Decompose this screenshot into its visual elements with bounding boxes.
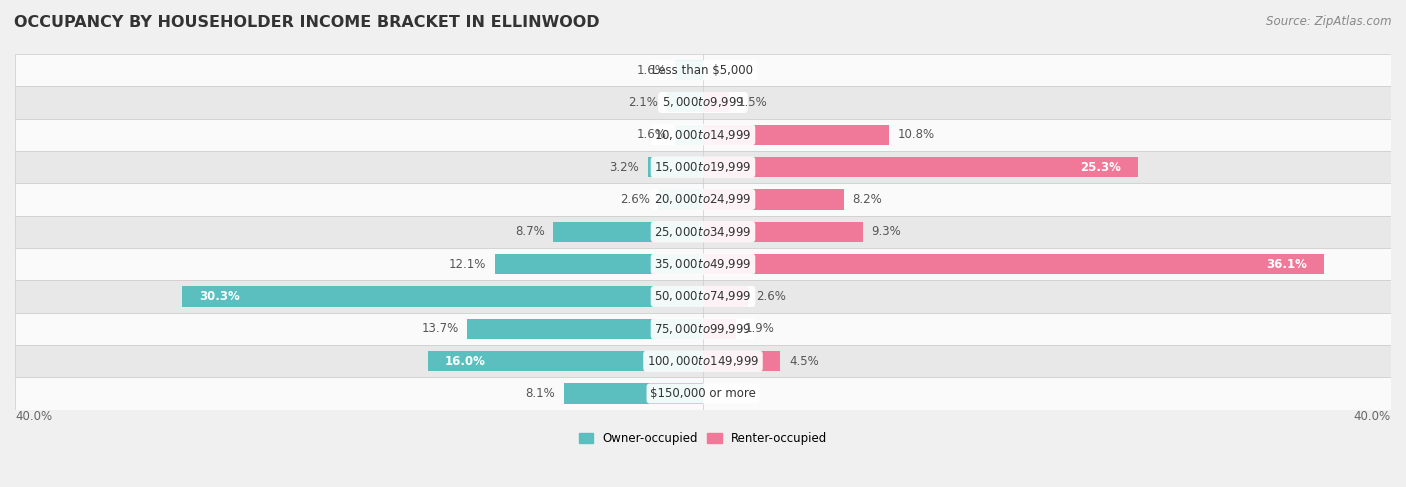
Text: Source: ZipAtlas.com: Source: ZipAtlas.com <box>1267 15 1392 28</box>
Bar <box>675 125 703 145</box>
Bar <box>703 222 863 242</box>
Text: 16.0%: 16.0% <box>446 355 486 368</box>
Text: 25.3%: 25.3% <box>1080 161 1121 174</box>
Text: $150,000 or more: $150,000 or more <box>650 387 756 400</box>
Bar <box>564 383 703 404</box>
Text: $10,000 to $14,999: $10,000 to $14,999 <box>654 128 752 142</box>
Bar <box>703 254 1324 274</box>
Bar <box>15 281 1391 313</box>
Bar <box>658 189 703 209</box>
Text: 13.7%: 13.7% <box>422 322 458 336</box>
Bar <box>15 183 1391 216</box>
Text: $5,000 to $9,999: $5,000 to $9,999 <box>662 95 744 110</box>
Text: 30.3%: 30.3% <box>200 290 240 303</box>
Bar <box>15 313 1391 345</box>
Text: 2.6%: 2.6% <box>620 193 650 206</box>
Text: 3.2%: 3.2% <box>610 161 640 174</box>
Text: $50,000 to $74,999: $50,000 to $74,999 <box>654 289 752 303</box>
Text: 40.0%: 40.0% <box>1354 410 1391 423</box>
Text: $25,000 to $34,999: $25,000 to $34,999 <box>654 225 752 239</box>
Bar <box>703 157 1139 177</box>
Text: 1.6%: 1.6% <box>637 128 666 141</box>
Text: 9.3%: 9.3% <box>872 225 901 238</box>
Text: Less than $5,000: Less than $5,000 <box>652 64 754 76</box>
Bar <box>15 377 1391 410</box>
Bar <box>15 86 1391 119</box>
Bar <box>15 345 1391 377</box>
Text: 36.1%: 36.1% <box>1265 258 1306 271</box>
Text: 8.2%: 8.2% <box>852 193 883 206</box>
Legend: Owner-occupied, Renter-occupied: Owner-occupied, Renter-occupied <box>574 428 832 450</box>
Bar <box>703 286 748 306</box>
Bar <box>703 189 844 209</box>
Bar <box>703 125 889 145</box>
Text: $15,000 to $19,999: $15,000 to $19,999 <box>654 160 752 174</box>
Bar <box>666 93 703 112</box>
Text: $75,000 to $99,999: $75,000 to $99,999 <box>654 322 752 336</box>
Bar <box>15 151 1391 183</box>
Text: 1.5%: 1.5% <box>737 96 768 109</box>
Bar <box>703 351 780 371</box>
Text: 10.8%: 10.8% <box>897 128 935 141</box>
Bar <box>15 248 1391 281</box>
Bar <box>675 60 703 80</box>
Bar <box>703 93 728 112</box>
Text: 8.1%: 8.1% <box>526 387 555 400</box>
Bar <box>15 54 1391 86</box>
Bar <box>648 157 703 177</box>
Text: 12.1%: 12.1% <box>449 258 486 271</box>
Text: 8.7%: 8.7% <box>515 225 544 238</box>
Text: OCCUPANCY BY HOUSEHOLDER INCOME BRACKET IN ELLINWOOD: OCCUPANCY BY HOUSEHOLDER INCOME BRACKET … <box>14 15 600 30</box>
Bar <box>467 319 703 339</box>
Bar <box>554 222 703 242</box>
Text: 2.6%: 2.6% <box>756 290 786 303</box>
Bar <box>15 119 1391 151</box>
Text: $100,000 to $149,999: $100,000 to $149,999 <box>647 354 759 368</box>
Bar <box>15 216 1391 248</box>
Text: 40.0%: 40.0% <box>15 410 52 423</box>
Bar <box>703 319 735 339</box>
Bar <box>427 351 703 371</box>
Text: $35,000 to $49,999: $35,000 to $49,999 <box>654 257 752 271</box>
Bar <box>495 254 703 274</box>
Text: $20,000 to $24,999: $20,000 to $24,999 <box>654 192 752 206</box>
Text: 2.1%: 2.1% <box>628 96 658 109</box>
Bar <box>181 286 703 306</box>
Text: 1.9%: 1.9% <box>744 322 775 336</box>
Text: 1.6%: 1.6% <box>637 64 666 76</box>
Text: 4.5%: 4.5% <box>789 355 818 368</box>
